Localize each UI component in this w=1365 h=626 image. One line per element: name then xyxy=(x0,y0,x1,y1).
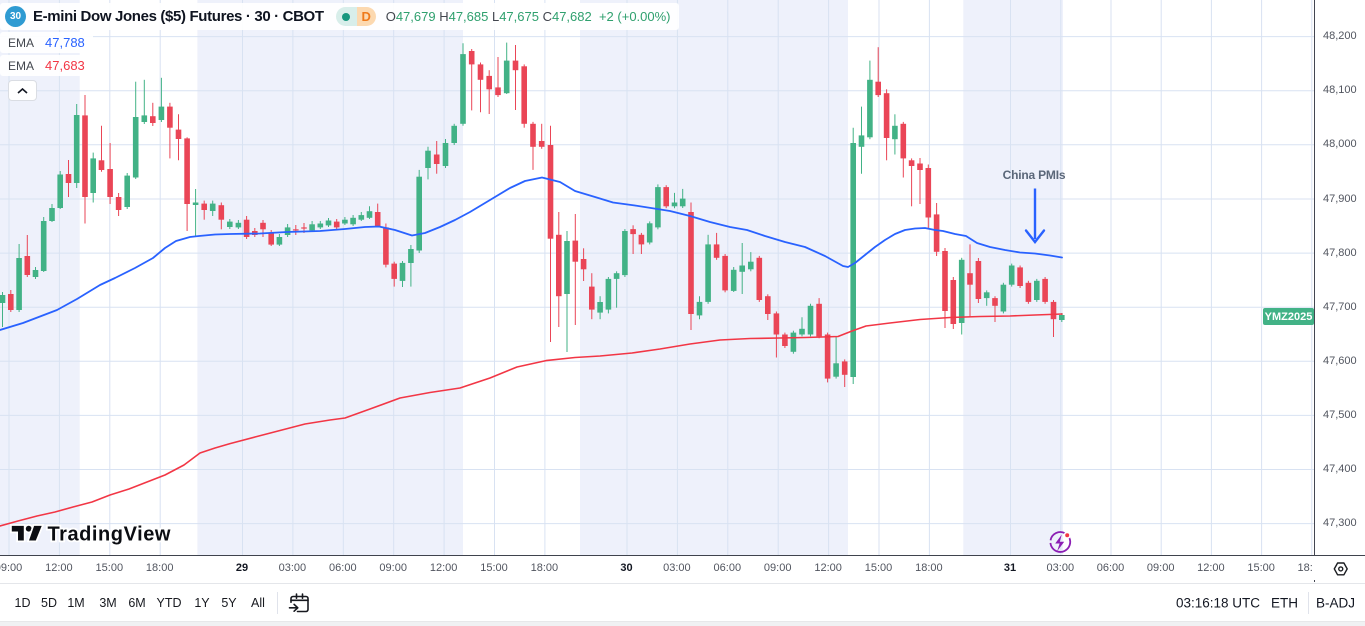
svg-text:China PMIs: China PMIs xyxy=(1003,168,1066,182)
svg-text:TradingView: TradingView xyxy=(48,524,172,546)
